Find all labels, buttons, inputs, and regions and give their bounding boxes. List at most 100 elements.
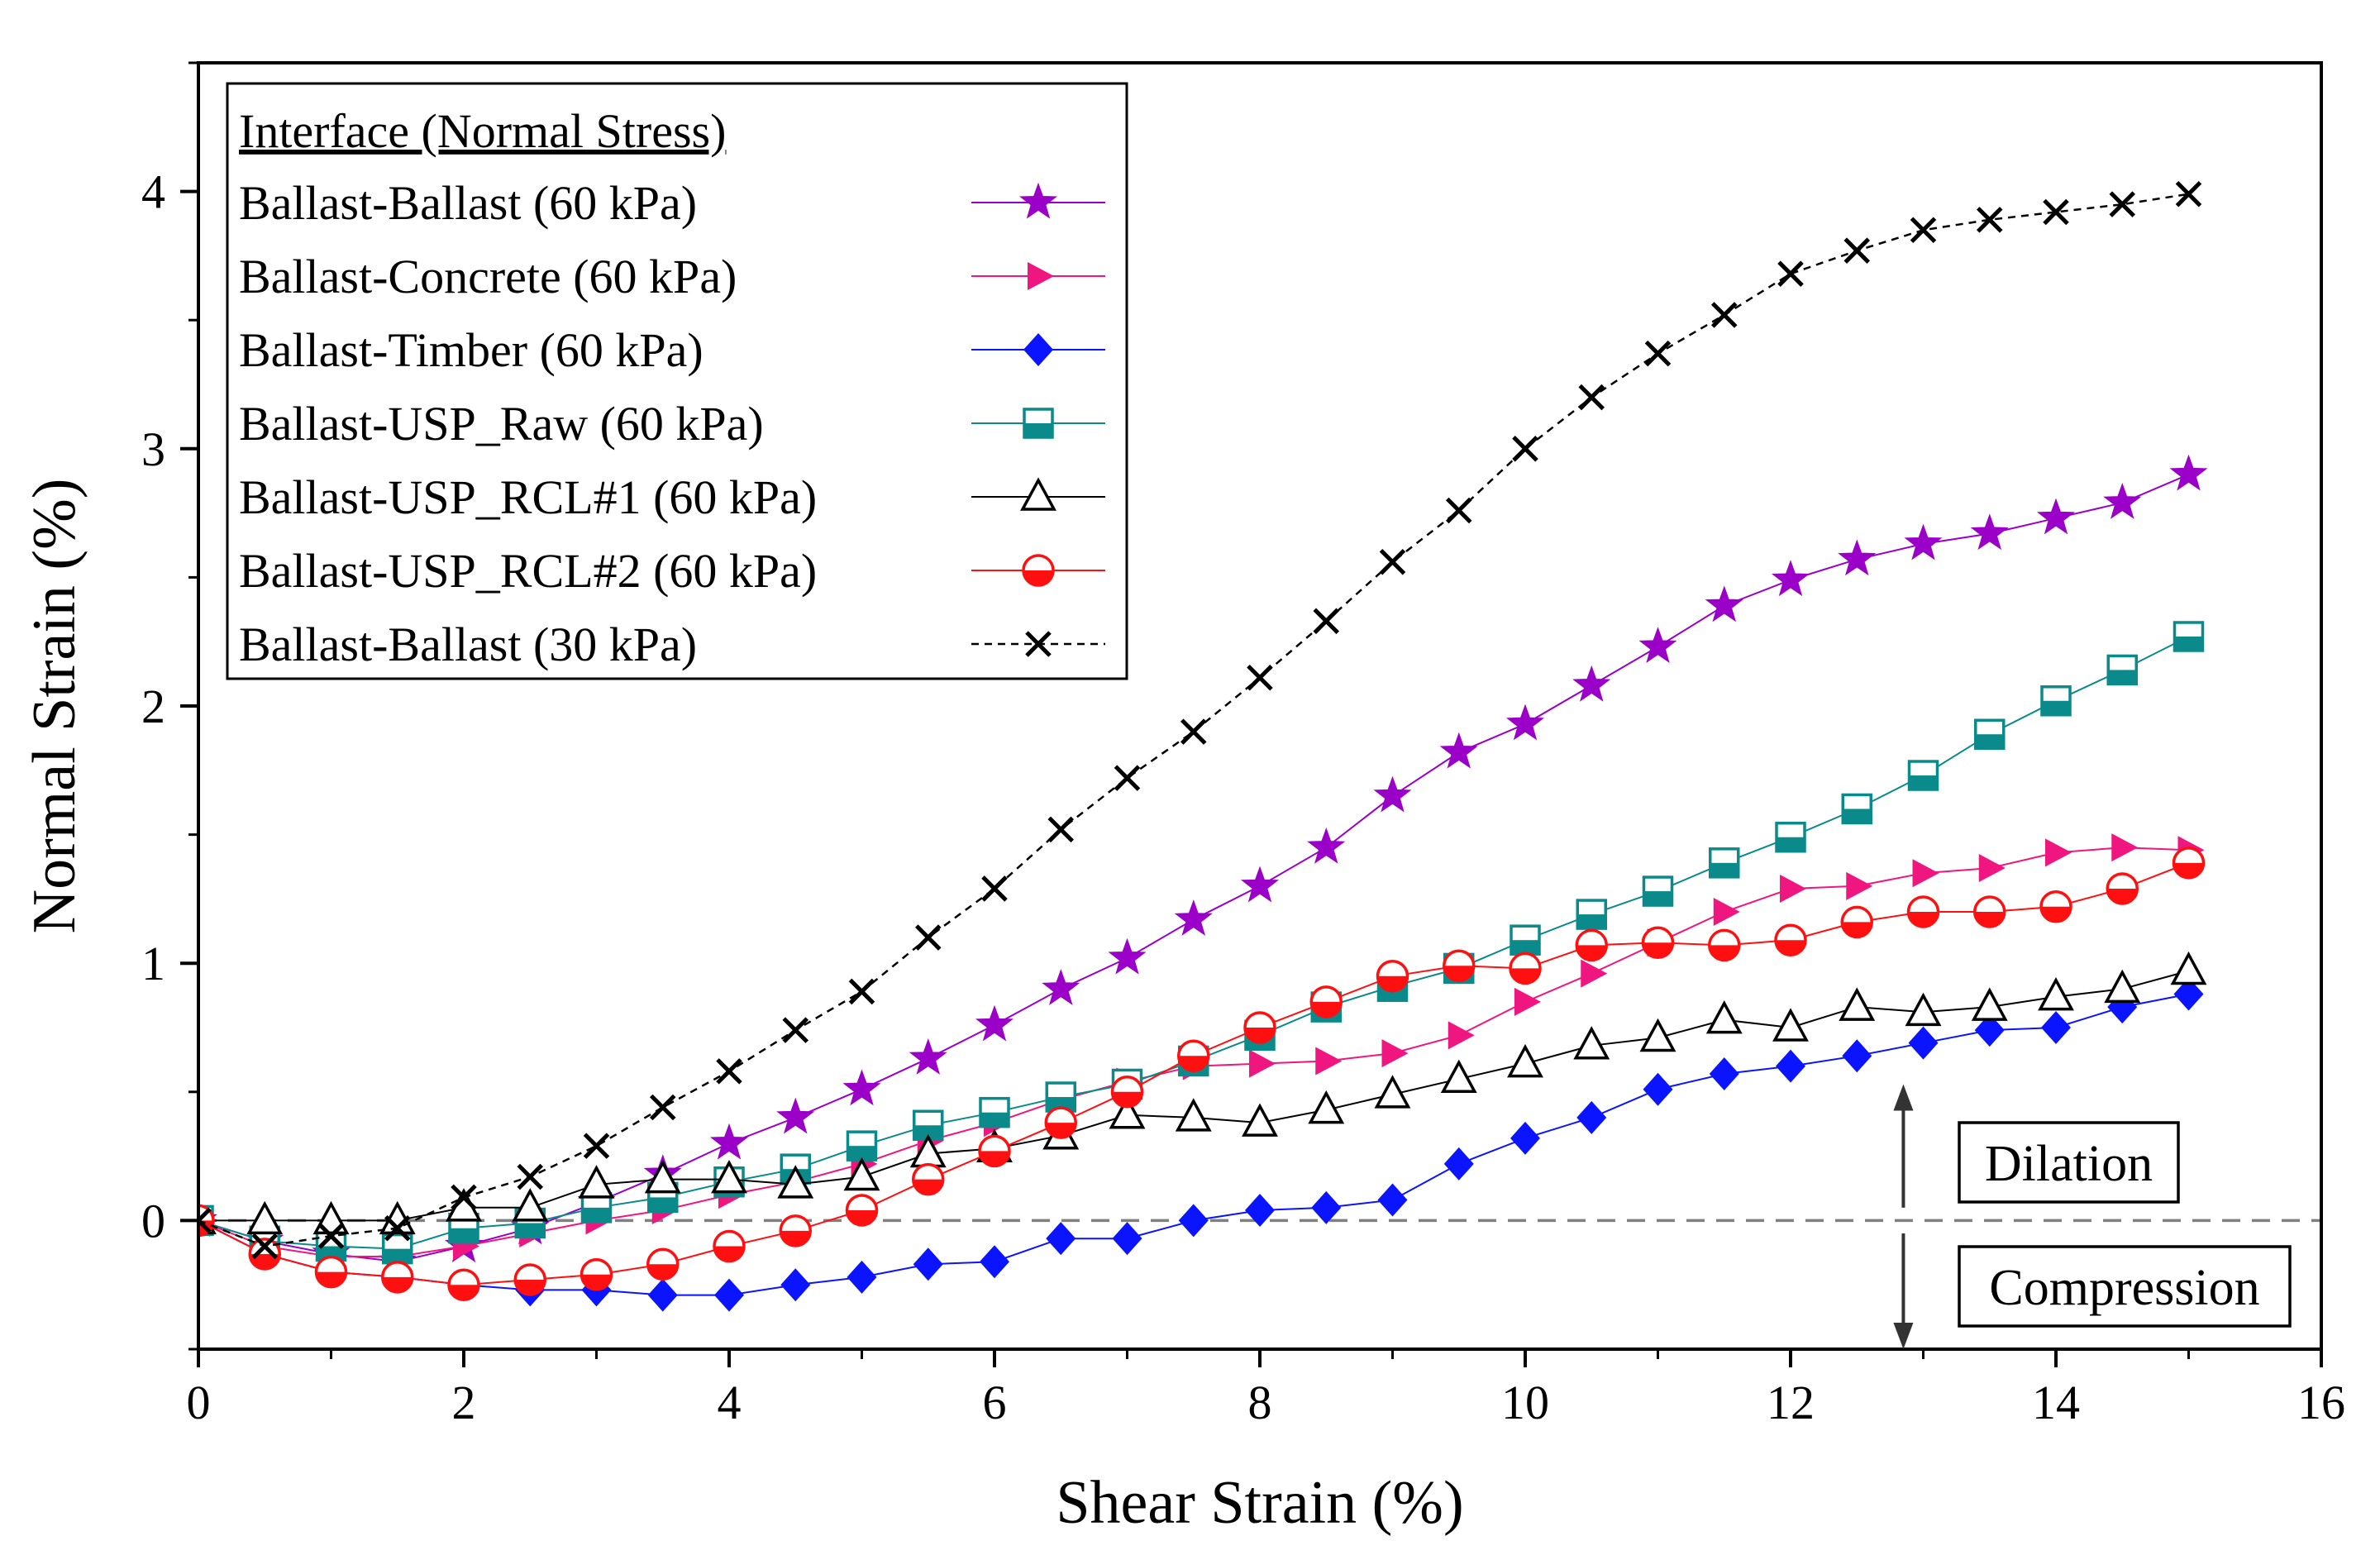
data-point xyxy=(2173,621,2205,652)
series-ballast-usp-rcl-1-60-kpa xyxy=(198,951,2207,1235)
legend-entries: Ballast-Ballast (60 kPa) Ballast-Concrete… xyxy=(239,176,1105,671)
legend-marker xyxy=(1023,408,1054,439)
data-point xyxy=(842,1069,881,1106)
data-point xyxy=(1044,1106,1077,1139)
data-point xyxy=(1974,1014,2005,1047)
data-point xyxy=(1510,1121,1540,1155)
data-point xyxy=(1506,704,1544,741)
data-point xyxy=(843,1157,880,1191)
x-tick-label: 16 xyxy=(2297,1376,2345,1429)
dilation-arrow-head xyxy=(1893,1084,1914,1111)
data-point xyxy=(2041,1011,2071,1044)
data-point xyxy=(1242,1103,1278,1137)
data-point xyxy=(1110,1076,1144,1109)
data-point xyxy=(913,1247,943,1281)
data-point xyxy=(1840,905,1873,939)
data-point xyxy=(1643,1072,1673,1106)
data-point xyxy=(1510,924,1541,956)
data-point xyxy=(2106,872,2139,905)
x-tick-label: 4 xyxy=(718,1376,742,1429)
data-point xyxy=(1772,1008,1809,1042)
legend-label: Ballast-Timber (60 kPa) xyxy=(239,323,704,377)
data-point xyxy=(909,1038,947,1075)
data-point xyxy=(246,1200,284,1235)
data-point xyxy=(1838,539,1877,576)
y-tick-label: 4 xyxy=(141,165,165,219)
data-point xyxy=(1976,207,2003,233)
data-point xyxy=(1308,1090,1345,1124)
legend-marker xyxy=(1019,182,1057,219)
data-point xyxy=(912,1162,945,1196)
data-point xyxy=(1439,732,1478,769)
data-point xyxy=(1376,960,1409,993)
data-point xyxy=(1575,928,1608,962)
data-point xyxy=(384,1214,411,1242)
data-point xyxy=(1243,1011,1276,1044)
data-point xyxy=(1045,1081,1076,1113)
data-point xyxy=(1374,1075,1411,1109)
data-point xyxy=(1443,949,1476,983)
data-point xyxy=(1440,1059,1477,1093)
data-point xyxy=(513,1263,546,1296)
data-point xyxy=(2103,482,2142,519)
data-point xyxy=(2039,890,2072,923)
legend-box xyxy=(226,82,1128,680)
data-point xyxy=(1910,217,1937,244)
data-point xyxy=(1713,897,1740,926)
y-tick-label: 2 xyxy=(141,680,165,733)
y-axis-title: Normal Strain (%) xyxy=(21,479,88,934)
annotation-layer: Dilation Compression xyxy=(1893,1084,2292,1349)
data-point xyxy=(1309,985,1343,1018)
data-point xyxy=(1780,874,1806,903)
data-point xyxy=(517,1163,544,1190)
data-point xyxy=(248,1238,281,1271)
data-point xyxy=(1841,793,1872,825)
data-point xyxy=(980,1245,1009,1279)
data-point xyxy=(1638,627,1677,663)
data-point xyxy=(782,1017,809,1043)
data-point xyxy=(1245,1193,1275,1227)
legend-entry-ballast-ballast-60-kpa: Ballast-Ballast (60 kPa) xyxy=(239,176,1105,230)
data-point xyxy=(1641,926,1675,960)
data-point xyxy=(2172,847,2206,880)
data-point xyxy=(1772,560,1810,597)
data-point xyxy=(979,1096,1010,1128)
data-point xyxy=(198,1207,212,1234)
compression-label-box xyxy=(1958,1245,2292,1328)
compression-arrow-head xyxy=(1893,1323,1914,1349)
data-point xyxy=(709,1123,749,1160)
data-point xyxy=(2038,976,2074,1011)
data-point xyxy=(1578,384,1605,411)
legend-label: Ballast-USP_RCL#2 (60 kPa) xyxy=(239,544,817,598)
data-point xyxy=(1576,1100,1607,1134)
data-point xyxy=(1777,260,1804,287)
data-point xyxy=(1379,548,1406,575)
legend-entry-ballast-usp-raw-60-kpa: Ballast-USP_Raw (60 kPa) xyxy=(239,397,1105,451)
legend-label: Ballast-Concrete (60 kPa) xyxy=(239,250,737,303)
x-tick-label: 2 xyxy=(452,1376,476,1429)
data-point xyxy=(1912,859,1939,888)
data-point xyxy=(1576,899,1607,930)
data-point xyxy=(644,1159,681,1194)
data-point xyxy=(451,1184,477,1211)
data-point xyxy=(1247,665,1273,691)
data-point xyxy=(1240,866,1280,903)
data-point xyxy=(1709,1057,1739,1091)
data-point xyxy=(1906,895,1940,928)
data-point xyxy=(649,1094,676,1121)
data-point xyxy=(975,1004,1014,1042)
legend-marker xyxy=(1022,554,1055,587)
data-point xyxy=(1974,718,2006,750)
data-point xyxy=(1114,765,1141,791)
data-point xyxy=(2104,969,2141,1004)
series-ballast-ballast-30-kpa xyxy=(198,180,2202,1260)
data-point xyxy=(1978,854,2006,883)
data-point xyxy=(1307,827,1346,864)
data-point xyxy=(1177,1039,1210,1072)
data-point xyxy=(1448,1021,1475,1050)
data-point xyxy=(1381,1039,1409,1068)
data-point xyxy=(1705,585,1743,622)
data-point xyxy=(1046,1222,1076,1256)
